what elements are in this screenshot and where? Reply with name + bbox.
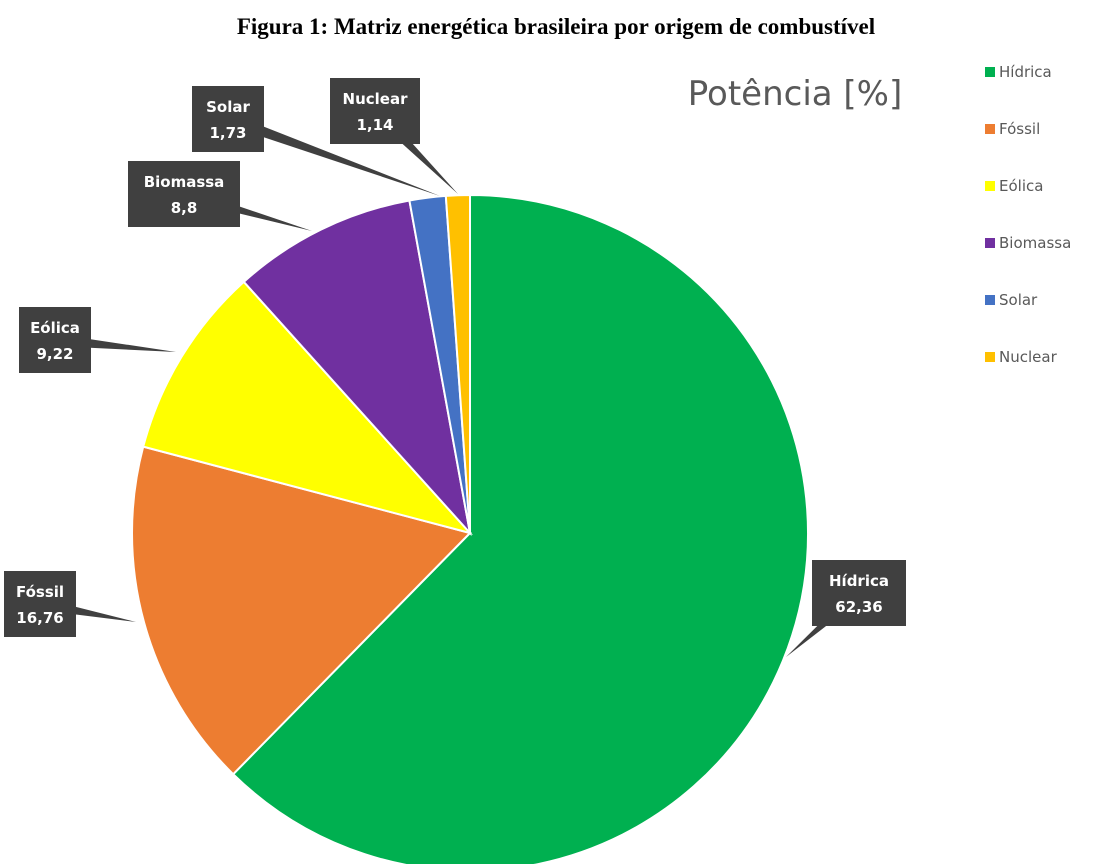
legend-label: Biomassa <box>999 234 1072 252</box>
legend-item-fóssil: Fóssil <box>985 119 1110 176</box>
data-label-box <box>128 161 240 227</box>
pie-slice-fóssil <box>131 445 472 776</box>
data-label-fóssil: Fóssil 16,76 <box>4 571 76 637</box>
data-label-value: 62,36 <box>835 598 882 616</box>
data-label-box <box>812 560 906 626</box>
legend-label: Solar <box>999 291 1038 309</box>
data-label-nuclear: Nuclear 1,14 <box>330 78 420 144</box>
data-label-box <box>192 86 264 152</box>
legend-label: Hídrica <box>999 63 1052 81</box>
data-label-biomassa: Biomassa 8,8 <box>128 161 240 227</box>
pie-slice-eólica <box>141 280 473 535</box>
data-label-value: 9,22 <box>36 345 73 363</box>
pie-slice-biomassa <box>242 199 472 537</box>
data-label-value: 8,8 <box>171 199 198 217</box>
data-label-category: Fóssil <box>16 583 64 601</box>
data-label-category: Biomassa <box>144 173 225 191</box>
data-label-value: 1,14 <box>356 116 393 134</box>
legend-label: Fóssil <box>999 120 1041 138</box>
legend-swatch <box>985 181 995 191</box>
legend-swatch <box>985 238 995 248</box>
legend-swatch <box>985 295 995 305</box>
legend-swatch <box>985 124 995 134</box>
data-label-category: Hídrica <box>829 572 889 590</box>
legend-label: Eólica <box>999 177 1044 195</box>
pie-slice-hídrica <box>231 193 809 864</box>
data-label-category: Eólica <box>30 319 80 337</box>
legend-item-nuclear: Nuclear <box>985 347 1110 404</box>
chart-title: Potência [%] <box>688 74 903 114</box>
pie-slice-nuclear <box>444 193 471 534</box>
data-label-solar: Solar 1,73 <box>192 86 264 152</box>
legend-swatch <box>985 67 995 77</box>
data-label-box <box>19 307 91 373</box>
data-label-category: Solar <box>206 98 250 116</box>
data-label-box <box>330 78 420 144</box>
legend-item-eólica: Eólica <box>985 176 1110 233</box>
data-label-eólica: Eólica 9,22 <box>19 307 91 373</box>
data-label-category: Nuclear <box>343 90 409 108</box>
legend-item-hídrica: Hídrica <box>985 62 1110 119</box>
data-label-box <box>4 571 76 637</box>
legend-label: Nuclear <box>999 348 1057 366</box>
data-label-value: 16,76 <box>16 609 63 627</box>
figure-caption: Figura 1: Matriz energética brasileira p… <box>236 14 876 39</box>
chart-legend: Hídrica Fóssil Eólica Biomassa Solar Nuclear <box>985 62 1110 404</box>
legend-swatch <box>985 352 995 362</box>
leader-line-solar <box>225 113 440 196</box>
data-label-hídrica: Hídrica 62,36 <box>812 560 906 626</box>
legend-item-solar: Solar <box>985 290 1110 347</box>
legend-item-biomassa: Biomassa <box>985 233 1110 290</box>
data-label-value: 1,73 <box>209 124 246 142</box>
